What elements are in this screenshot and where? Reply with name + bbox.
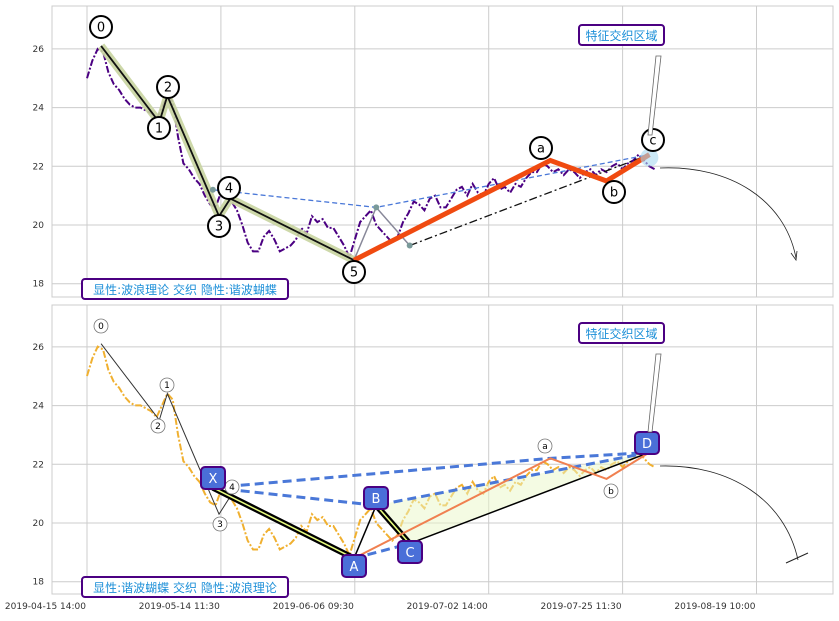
x-tick-label: 2019-05-14 11:30 [139, 602, 220, 612]
harmonic-point-label: B [372, 492, 381, 507]
harmonic-point-label: A [350, 560, 359, 575]
y-tick-label: 20 [33, 221, 45, 231]
harmonic-point-label: C [405, 546, 414, 561]
zone-pointer-arrow [647, 55, 662, 136]
abc-correction-line [352, 152, 651, 263]
wave-label: a [537, 142, 545, 157]
y-tick-label: 18 [33, 280, 45, 290]
price-line [86, 345, 656, 559]
projection-arrow [659, 167, 797, 259]
abc-correction-line [353, 451, 650, 560]
zone-label: 特征交织区域 [585, 28, 657, 43]
wave-label-circle [207, 214, 231, 238]
wave-label: 3 [215, 220, 223, 235]
wave-label: 1 [155, 122, 163, 137]
x-tick-label: 2019-07-02 14:00 [407, 602, 488, 612]
plot-area [51, 5, 834, 298]
wave-label-circle [150, 418, 166, 434]
harmonic-point [373, 204, 380, 211]
harmonic-point-badge [634, 431, 660, 455]
harmonic-ab-leg [353, 505, 377, 559]
zone-pointer-arrow [647, 353, 662, 433]
zone-label: 特征交织区域 [585, 326, 657, 341]
wave-label-circle [93, 318, 109, 334]
wave-label-circle [159, 377, 175, 393]
zone-highlight [640, 148, 659, 167]
wave-label-circle [342, 260, 366, 284]
wave-label: 4 [225, 182, 233, 197]
y-tick-label: 20 [33, 519, 45, 529]
wave-label: 1 [164, 381, 170, 391]
harmonic-cd-leg [409, 451, 650, 545]
zone-label-box [578, 24, 665, 46]
wave-label-circle [603, 483, 619, 499]
projection-arrowhead [790, 250, 798, 262]
legend-label-box [81, 576, 289, 598]
x-tick-label: 2019-07-25 11:30 [540, 602, 621, 612]
wave-label: b [608, 487, 614, 497]
elliott-wave-line [100, 45, 355, 262]
zone-label-box [578, 322, 665, 344]
wave-label: 3 [217, 520, 223, 530]
wave-label-circle [89, 15, 113, 39]
wave-label-circle [147, 116, 171, 140]
wave-label: c [649, 134, 656, 149]
y-tick-label: 26 [33, 45, 45, 55]
legend-label: 显性:波浪理论 交织 隐性:谐波蝴蝶 [93, 282, 277, 297]
y-tick-label: 24 [33, 104, 45, 114]
y-tick-label: 22 [33, 460, 44, 470]
wave-label: 4 [229, 483, 235, 493]
wave-label-circle [529, 136, 553, 160]
wave-label: 5 [350, 266, 358, 281]
harmonic-xa-core [212, 487, 355, 559]
x-tick-label: 2019-08-19 10:00 [674, 602, 755, 612]
y-tick-label: 18 [33, 578, 45, 588]
wave-label: b [610, 186, 618, 201]
harmonic-point-badge [363, 486, 389, 510]
wave-label: 0 [97, 21, 105, 36]
wave-label-circle [602, 180, 626, 204]
wave-label-circle [156, 75, 180, 99]
projection-arrow [659, 465, 799, 561]
wave-label: a [542, 442, 548, 452]
harmonic-point-badge [341, 554, 367, 578]
x-tick-label: 2019-06-06 09:30 [273, 602, 354, 612]
harmonic-bc-core [375, 504, 411, 545]
harmonic-point-label: D [642, 437, 652, 452]
legend-label-box [81, 278, 289, 300]
harmonic-dashdot-line [409, 153, 650, 247]
y-tick-label: 26 [33, 343, 45, 353]
wave-label-circle [212, 516, 228, 532]
legend-label: 显性:谐波蝴蝶 交织 隐性:波浪理论 [93, 580, 277, 595]
x-axis: 2019-04-15 14:00 2019-05-14 11:30 2019-06-… [5, 602, 756, 612]
wave-label: 2 [155, 422, 161, 432]
harmonic-triangle-fill [376, 452, 650, 544]
plot-area [51, 304, 834, 595]
harmonic-point [209, 186, 216, 193]
projection-bar-end [785, 552, 809, 564]
x-tick-label: 2019-04-15 14:00 [5, 602, 86, 612]
wave-label: 2 [164, 81, 172, 96]
harmonic-point-badge [397, 540, 423, 564]
y-tick-label: 22 [33, 162, 44, 172]
y-tick-label: 24 [33, 402, 45, 412]
wave-label-circle [537, 438, 553, 454]
wave-label-circle [217, 176, 241, 200]
harmonic-point-badge [200, 466, 226, 490]
harmonic-point-label: X [209, 472, 218, 487]
wave-label: 0 [98, 322, 104, 332]
harmonic-point [406, 242, 413, 249]
